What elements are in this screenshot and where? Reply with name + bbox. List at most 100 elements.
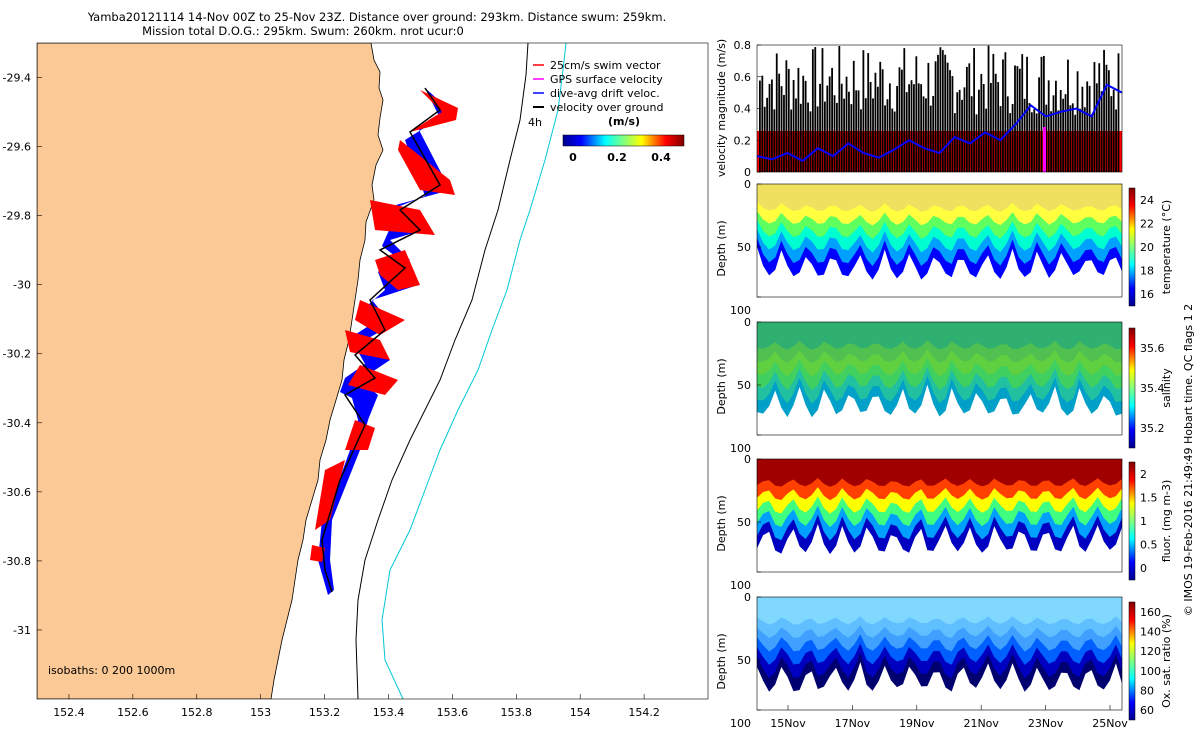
velocity-spike xyxy=(961,99,963,172)
heatmap-ytick-label: 50 xyxy=(737,379,751,392)
date-tick-label: 15Nov xyxy=(770,717,806,730)
heatmap-panel-3: 0 50 100 Depth (m) 0 0.5 1 1.5 2 fluor. (mg m-3) xyxy=(715,453,1173,592)
heatmap-axes xyxy=(756,458,1123,573)
colorbar-tick-label: 140 xyxy=(1140,626,1161,639)
velocity-spike xyxy=(1093,62,1096,173)
colorbar-tick-label: 16 xyxy=(1140,288,1154,301)
velocity-spike xyxy=(780,86,783,172)
velocity-spike xyxy=(848,91,850,172)
heatmap-ytick-label: 0 xyxy=(744,453,751,466)
date-tick-label: 21Nov xyxy=(963,717,999,730)
velocity-spike xyxy=(1052,95,1055,172)
velocity-spike xyxy=(761,75,764,172)
velocity-colorbar xyxy=(562,134,685,147)
velocity-ytick-label: 0.8 xyxy=(734,39,752,52)
colorbar-tick-label: 35.4 xyxy=(1140,382,1165,395)
map-ytick-label: -29.6 xyxy=(3,141,31,154)
velocity-spikes xyxy=(759,45,1120,173)
map-ytick-label: -30 xyxy=(13,279,31,292)
velocity-spike xyxy=(809,111,812,172)
velocity-spike xyxy=(1004,52,1007,172)
date-tick-label: 19Nov xyxy=(899,717,935,730)
velocity-spike xyxy=(920,84,923,172)
velocity-spike xyxy=(1011,104,1014,172)
velocity-spike xyxy=(1076,71,1079,172)
velocity-spike xyxy=(910,80,913,172)
velocity-spike xyxy=(1040,56,1043,172)
map-axes xyxy=(36,42,709,700)
colorbar-tick-label: 22 xyxy=(1140,217,1154,230)
velocity-spike xyxy=(944,54,947,173)
velocity-spike xyxy=(1028,103,1031,172)
map-ytick-label: -31 xyxy=(13,624,31,637)
heatmap-layer xyxy=(757,597,1122,625)
colorbar-tick-label: 160 xyxy=(1140,606,1161,619)
velocity-spike xyxy=(826,85,829,172)
time-label: 4h xyxy=(528,116,542,129)
drift-velocity-band xyxy=(318,88,452,595)
velocity-spike xyxy=(872,98,874,172)
velocity-spike xyxy=(1033,109,1036,172)
velocity-spike xyxy=(951,76,954,172)
velocity-spike xyxy=(840,83,843,172)
velocity-spike xyxy=(1057,110,1060,172)
velocity-spike xyxy=(994,73,997,172)
velocity-spike xyxy=(1006,96,1009,172)
heatmap-colorbar-label: fluor. (mg m-3) xyxy=(1160,480,1173,563)
heatmap-ylabel: Depth (m) xyxy=(715,633,728,689)
map-xtick-label: 152.8 xyxy=(181,706,213,719)
velocity-spike xyxy=(990,82,992,172)
velocity-spike xyxy=(915,56,918,173)
velocity-spike xyxy=(1115,109,1117,172)
heatmap-colorbar xyxy=(1128,327,1136,449)
velocity-panel: 0 0.2 0.4 0.6 0.8 velocity magnitude (m/s) xyxy=(715,39,1123,179)
colorbar-tick-1: 0.2 xyxy=(607,151,627,164)
velocity-spike xyxy=(1035,113,1038,172)
title-line2: Mission total D.O.G.: 295km. Swum: 260km… xyxy=(142,24,464,38)
velocity-spike xyxy=(1021,54,1024,173)
velocity-spike xyxy=(1014,65,1016,172)
velocity-spike xyxy=(823,101,826,172)
velocity-spike xyxy=(783,94,785,172)
velocity-spike xyxy=(816,106,819,172)
colorbar-tick-label: 80 xyxy=(1140,685,1154,698)
colorbar-tick-label: 120 xyxy=(1140,645,1161,658)
heatmap-ylabel: Depth (m) xyxy=(715,220,728,276)
map-y-ticks: -29.4 -29.6 -29.8 -30 -30.2 -30.4 -30.6 -30.8 -3… xyxy=(3,72,42,637)
map-ytick-label: -30.4 xyxy=(3,417,31,430)
heatmap-ylabel: Depth (m) xyxy=(715,495,728,551)
title-line1: Yamba20121114 14-Nov 00Z to 25-Nov 23Z. … xyxy=(87,10,667,24)
colorbar-tick-0: 0 xyxy=(569,151,577,164)
date-tick-label: 23Nov xyxy=(1028,717,1064,730)
map-xtick-label: 153.6 xyxy=(437,706,469,719)
colorbar-tick-label: 35.6 xyxy=(1140,342,1165,355)
velocity-spike xyxy=(855,90,858,172)
velocity-spike xyxy=(980,73,983,172)
velocity-spike xyxy=(1095,83,1098,172)
velocity-ylabel: velocity magnitude (m/s) xyxy=(715,39,728,177)
heatmap-colorbar xyxy=(1128,461,1136,581)
colorbar-tick-label: 100 xyxy=(1140,665,1161,678)
velocity-spike xyxy=(833,95,836,172)
velocity-spike xyxy=(1086,81,1089,172)
velocity-spike xyxy=(1050,111,1053,172)
velocity-spike xyxy=(821,48,824,172)
colorbar-tick-label: 60 xyxy=(1140,704,1154,717)
velocity-spike xyxy=(905,92,908,172)
velocity-spike xyxy=(766,97,769,172)
velocity-spike xyxy=(1064,94,1067,172)
velocity-spike xyxy=(881,69,884,172)
heatmap-ytick-label: 100 xyxy=(730,579,751,592)
velocity-spike xyxy=(1100,91,1103,172)
velocity-spike xyxy=(811,49,814,172)
velocity-spike xyxy=(874,72,877,172)
velocity-spike xyxy=(975,114,978,172)
velocity-spike xyxy=(773,109,776,172)
velocity-spike xyxy=(1045,104,1048,172)
heatmap-colorbar-label: Ox. sat. ratio (%) xyxy=(1160,614,1173,708)
velocity-spike xyxy=(787,68,790,172)
colorbar-tick-label: 24 xyxy=(1140,194,1154,207)
heatmap-colorbar xyxy=(1128,187,1136,307)
velocity-spike xyxy=(768,83,771,172)
